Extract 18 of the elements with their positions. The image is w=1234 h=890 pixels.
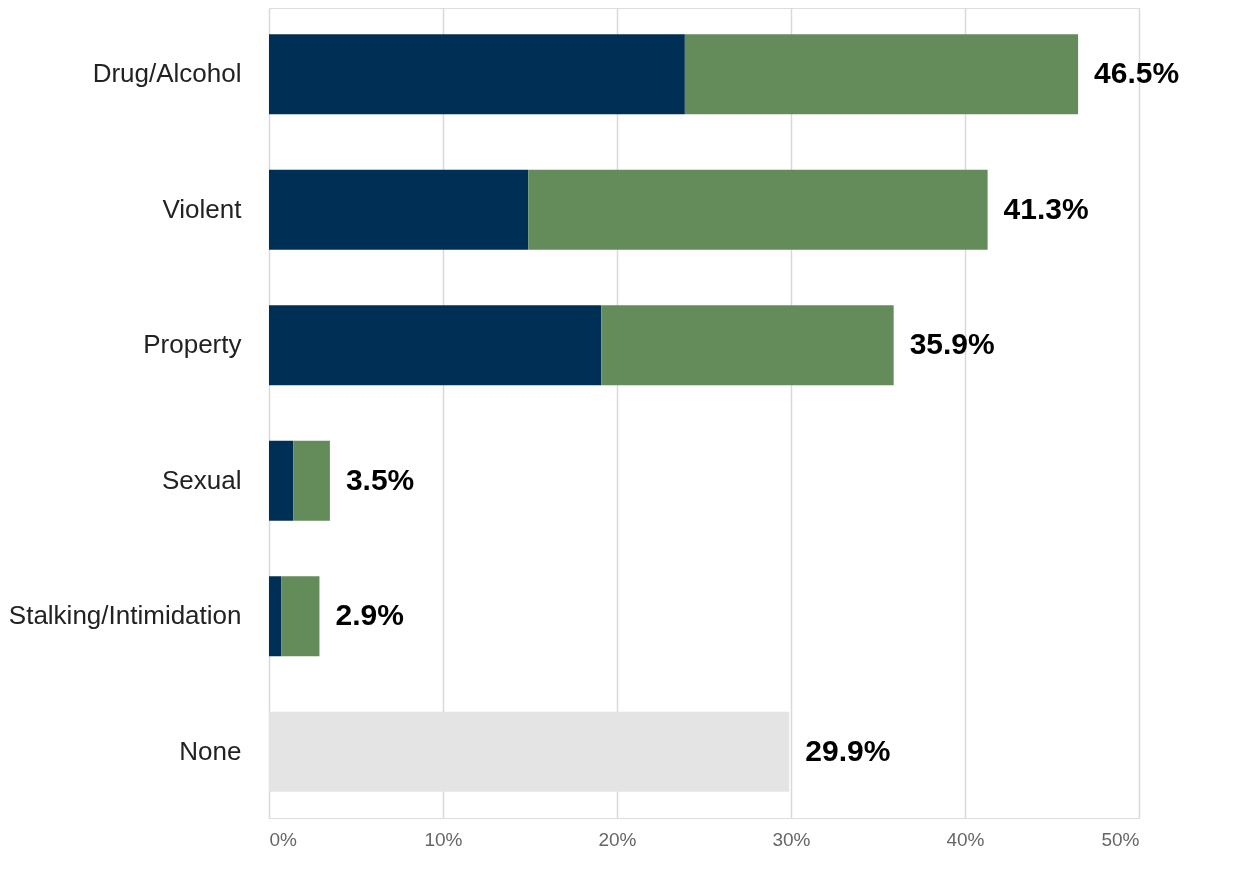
y-tick-label: Stalking/Intimidation xyxy=(8,600,242,631)
total-label: 46.5% xyxy=(1094,56,1180,90)
y-tick-label: Drug/Alcohol xyxy=(92,58,242,89)
x-tick-label: 30% xyxy=(772,828,811,850)
total-label: 3.5% xyxy=(345,462,415,496)
y-tick-label: Property xyxy=(143,329,242,360)
x-tick-label: 0% xyxy=(269,828,298,850)
x-tick-label: 40% xyxy=(946,828,985,850)
y-tick-label: None xyxy=(179,735,242,766)
total-label: 35.9% xyxy=(909,327,995,361)
x-tick-label: 10% xyxy=(424,828,463,850)
total-label: 2.9% xyxy=(335,598,404,632)
y-tick-label: Violent xyxy=(162,193,243,224)
total-label: 29.9% xyxy=(805,733,891,767)
total-label: 41.3% xyxy=(1003,191,1089,225)
y-tick-label: Sexual xyxy=(162,464,242,495)
x-tick-label: 20% xyxy=(598,828,637,850)
x-tick-label: 50% xyxy=(1101,828,1140,850)
